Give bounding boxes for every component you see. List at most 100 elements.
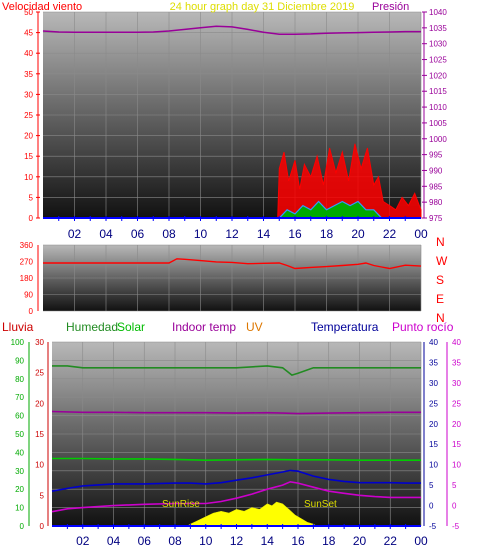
panel3-temp-tick-label-2: -5 xyxy=(452,522,460,531)
panel1-right-tick-label: 995 xyxy=(429,151,443,160)
legend-punto-rocio: Punto rocío xyxy=(392,320,454,334)
panel3-humidity-tick-label: 40 xyxy=(15,448,24,457)
panel3-x-tick-label: 14 xyxy=(261,534,275,548)
panel1-left-tick-label: 30 xyxy=(24,90,33,99)
panel2-left-tick-label: 90 xyxy=(24,291,33,300)
panel1-x-tick-label: 02 xyxy=(68,227,82,241)
panel1-left-tick-label: 20 xyxy=(24,132,33,141)
panel1-left-tick-label: 0 xyxy=(29,214,34,223)
panel1-left-tick-label: 15 xyxy=(24,152,33,161)
legend-solar: Solar xyxy=(117,320,145,334)
panel1-left-tick-label: 10 xyxy=(24,173,33,182)
panel3-humidity-tick-label: 0 xyxy=(20,522,25,531)
panel3-temp-tick-label: 10 xyxy=(429,461,438,470)
panel1-right-tick-label: 1015 xyxy=(429,87,447,96)
panel2-compass-label: E xyxy=(436,292,444,306)
panel1-left-tick-label: 35 xyxy=(24,70,33,79)
panel3-temp-tick-label: 15 xyxy=(429,440,438,449)
panel3-humidity-tick-label: 80 xyxy=(15,375,24,384)
panel3-temp-tick-label-2: 35 xyxy=(452,358,461,367)
sunset-annotation: SunSet xyxy=(304,499,337,510)
legend-lluvia: Lluvia xyxy=(2,320,34,334)
panel3-temp-tick-label: 40 xyxy=(429,338,438,347)
panel3-legend: Lluvia Humedad Solar Indoor temp UV Temp… xyxy=(2,320,454,334)
panel1-right-tick-label: 1035 xyxy=(429,24,447,33)
panel3-x-tick-label: 02 xyxy=(76,534,90,548)
panel1-x-tick-label: 22 xyxy=(383,227,397,241)
panel1-right-tick-label: 1040 xyxy=(429,8,447,17)
panel1-left-tick-label: 40 xyxy=(24,49,33,58)
panel1-right-tick-label: 985 xyxy=(429,182,443,191)
panel1-left-tick-label: 25 xyxy=(24,111,33,120)
pressure-line xyxy=(42,25,421,35)
legend-humedad: Humedad xyxy=(66,320,118,334)
panel1-x-tick-label: 18 xyxy=(320,227,334,241)
panel1-x-tick-label: 12 xyxy=(225,227,239,241)
panel2-left-tick-label: 0 xyxy=(29,307,34,316)
panel3-rain-tick-label: 5 xyxy=(40,491,45,500)
panel1-right-tick-label: 1030 xyxy=(429,40,447,49)
panel3-rain-tick-label: 25 xyxy=(35,369,44,378)
panel3-temp-tick-label-2: 40 xyxy=(452,338,461,347)
panel3-temp-tick-label-2: 0 xyxy=(452,502,457,511)
wind-direction-line xyxy=(43,258,422,270)
legend-uv: UV xyxy=(246,320,263,334)
panel3-x-tick-label: 16 xyxy=(291,534,305,548)
panel1-left-tick-label: 45 xyxy=(24,29,33,38)
indoor-temp-line xyxy=(51,410,421,415)
panel3-rain-tick-label: 10 xyxy=(35,461,44,470)
panel3-x-tick-label: 22 xyxy=(384,534,398,548)
wind-gust-area xyxy=(43,143,422,219)
panel3-x-tick-label: 04 xyxy=(107,534,121,548)
panel3-temp-tick-label-2: 10 xyxy=(452,461,461,470)
panel1-right-tick-label: 1005 xyxy=(429,119,447,128)
panel2-series xyxy=(43,258,422,270)
pressure-axis-label: Presión xyxy=(372,1,409,13)
panel2-compass-label: N xyxy=(436,235,445,249)
wind-speed-axis-label: Velocidad viento xyxy=(2,1,82,13)
panel3-humidity-tick-label: 90 xyxy=(15,356,24,365)
panel1-left-tick-label: 50 xyxy=(24,8,33,17)
panel3-temp-tick-label: 0 xyxy=(429,502,434,511)
panel1-right-tick-label: 980 xyxy=(429,198,443,207)
panel3-humidity-tick-label: 60 xyxy=(15,412,24,421)
panel1-right-tick-label: 1020 xyxy=(429,71,447,80)
panel1-right-tick-label: 1010 xyxy=(429,103,447,112)
humidity-line xyxy=(52,365,421,376)
panel3-temp-tick-label: 25 xyxy=(429,399,438,408)
panel3-humidity-tick-label: 50 xyxy=(15,430,24,439)
panel2-left-ticks: 360 270 180 90 0 xyxy=(20,241,34,316)
panel1-right-tick-label: 990 xyxy=(429,166,443,175)
panel3-x-tick-label: 06 xyxy=(138,534,152,548)
panel2-compass-label: S xyxy=(436,273,444,287)
panel1-x-tick-label: 08 xyxy=(162,227,176,241)
panel3-x-tick-label: 18 xyxy=(322,534,336,548)
temperature-line xyxy=(51,469,421,492)
panel3-rain-tick-label: 20 xyxy=(35,399,44,408)
panel1-left-tick-label: 5 xyxy=(29,193,34,202)
panel3-x-tick-label: 10 xyxy=(199,534,213,548)
panel3-temp-tick-label-2: 5 xyxy=(452,481,457,490)
panel3-rain-ticks: 30 25 20 15 10 5 0 xyxy=(35,338,44,531)
solar-line xyxy=(52,457,421,462)
panel2-left-tick-label: 360 xyxy=(20,241,34,250)
panel3-rain-tick-label: 0 xyxy=(40,522,45,531)
panel1-right-tick-label: 1000 xyxy=(429,135,447,144)
panel3-x-tick-label: 20 xyxy=(353,534,367,548)
panel2-compass-label: W xyxy=(436,254,448,268)
panel3-humidity-tick-label: 100 xyxy=(11,338,25,347)
panel1-right-tick-label: 975 xyxy=(429,214,443,223)
panel3-temp-tick-label-2: 25 xyxy=(452,399,461,408)
panel1-x-tick-label: 16 xyxy=(288,227,302,241)
panel3-temp-ticks: 40 40 35 35 30 30 25 25 20 20 15 15 10 10 5 5 0 0 -5 -5 xyxy=(429,338,461,531)
chart-title: 24 hour graph day 31 Diciembre 2019 xyxy=(170,1,355,13)
panel3-humidity-tick-label: 30 xyxy=(15,467,24,476)
panel1-x-tick-label: 14 xyxy=(257,227,271,241)
panel3-temp-tick-label: 5 xyxy=(429,481,434,490)
panel3-humidity-tick-label: 70 xyxy=(15,393,24,402)
panel3-x-tick-label: 08 xyxy=(168,534,182,548)
panel2-left-tick-label: 180 xyxy=(20,274,34,283)
panel3-x-tick-label: 12 xyxy=(230,534,244,548)
